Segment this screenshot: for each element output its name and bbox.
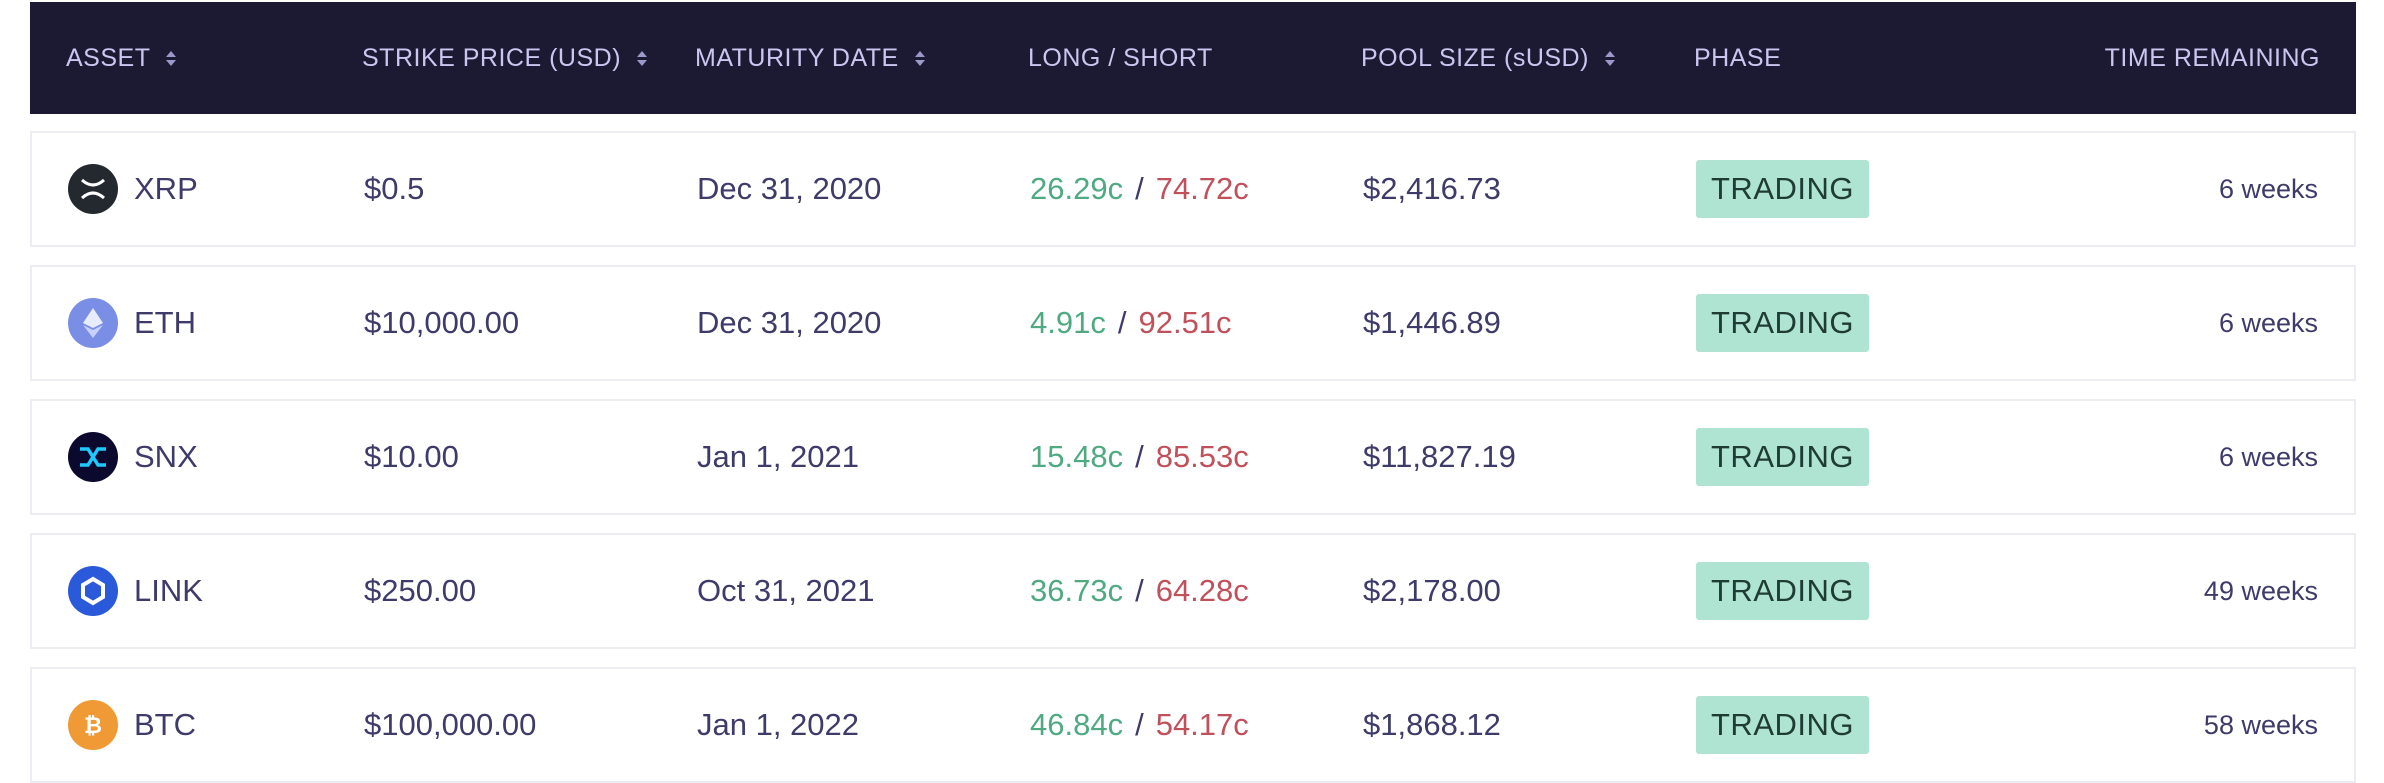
link-icon: [68, 566, 118, 616]
phase-cell: TRADING: [1696, 535, 1869, 647]
asset-name: XRP: [134, 171, 198, 206]
phase-cell: TRADING: [1696, 133, 1869, 245]
long-price: 46.84c: [1030, 707, 1124, 742]
header-phase-label: PHASE: [1694, 43, 1782, 72]
time-remaining: 6 weeks: [2218, 441, 2318, 472]
long-price: 26.29c: [1030, 171, 1124, 206]
strike-price: $100,000.00: [364, 707, 537, 742]
snx-icon: [68, 432, 118, 482]
pool-size: $11,827.19: [1363, 439, 1516, 474]
table-header: ASSET STRIKE PRICE (USD) MATURITY DATE L…: [30, 2, 2356, 114]
header-asset-label: ASSET: [66, 43, 151, 72]
phase-badge: TRADING: [1696, 160, 1869, 218]
header-pool-label: POOL SIZE (sUSD): [1361, 43, 1589, 72]
separator: /: [1135, 439, 1144, 474]
strike-price: $250.00: [364, 573, 477, 608]
header-strike[interactable]: STRIKE PRICE (USD): [362, 43, 648, 73]
header-longshort: LONG / SHORT: [1028, 44, 1213, 73]
table-row[interactable]: XRP $0.5 Dec 31, 2020 26.29c / 74.72c $2,4…: [30, 131, 2356, 247]
long-short: 46.84c / 54.17c: [1030, 669, 1249, 781]
header-asset[interactable]: ASSET: [66, 43, 177, 73]
table-row[interactable]: ₿ BTC $100,000.00 Jan 1, 2022 46.84c / 54.…: [30, 667, 2356, 783]
separator: /: [1135, 573, 1144, 608]
asset-name: LINK: [134, 573, 203, 608]
asset-cell: LINK: [68, 535, 203, 647]
long-short: 15.48c / 85.53c: [1030, 401, 1249, 513]
long-short: 26.29c / 74.72c: [1030, 133, 1249, 245]
phase-badge: TRADING: [1696, 294, 1869, 352]
strike-price: $10.00: [364, 439, 459, 474]
short-price: 54.17c: [1155, 707, 1249, 742]
btc-icon: ₿: [68, 700, 118, 750]
maturity-date: Dec 31, 2020: [697, 171, 882, 206]
asset-name: BTC: [134, 707, 196, 742]
xrp-icon: [68, 164, 118, 214]
sort-icon[interactable]: [914, 50, 925, 66]
sort-icon[interactable]: [1604, 50, 1615, 66]
asset-cell: SNX: [68, 401, 198, 513]
sort-icon[interactable]: [637, 50, 648, 66]
maturity-date: Jan 1, 2022: [697, 707, 860, 742]
header-time-label: TIME REMAINING: [2104, 43, 2320, 72]
asset-cell: ₿ BTC: [68, 669, 196, 781]
time-remaining: 58 weeks: [2203, 709, 2318, 740]
phase-cell: TRADING: [1696, 669, 1869, 781]
pool-size: $2,416.73: [1363, 171, 1501, 206]
strike-price: $0.5: [364, 171, 425, 206]
pool-size: $2,178.00: [1363, 573, 1501, 608]
time-remaining: 49 weeks: [2203, 575, 2318, 606]
sort-icon[interactable]: [166, 50, 177, 66]
header-pool[interactable]: POOL SIZE (sUSD): [1361, 44, 1615, 73]
maturity-date: Jan 1, 2021: [697, 439, 860, 474]
header-longshort-label: LONG / SHORT: [1028, 43, 1213, 72]
header-time: TIME REMAINING: [2105, 44, 2320, 73]
header-maturity-label: MATURITY DATE: [695, 43, 899, 72]
time-remaining: 6 weeks: [2218, 173, 2318, 204]
short-price: 64.28c: [1155, 573, 1249, 608]
time-remaining: 6 weeks: [2218, 307, 2318, 338]
phase-badge: TRADING: [1696, 428, 1869, 486]
maturity-date: Oct 31, 2021: [697, 573, 875, 608]
table-row[interactable]: LINK $250.00 Oct 31, 2021 36.73c/64.28c …: [30, 533, 2356, 649]
long-price: 4.91c: [1030, 305, 1106, 340]
separator: /: [1117, 305, 1127, 340]
header-strike-label: STRIKE PRICE (USD): [362, 43, 622, 72]
long-price: 36.73c: [1030, 573, 1124, 608]
phase-badge: TRADING: [1696, 696, 1869, 754]
asset-cell: XRP: [68, 133, 198, 245]
asset-name: SNX: [134, 439, 198, 474]
header-phase: PHASE: [1694, 44, 1781, 73]
long-short: 4.91c / 92.51c: [1030, 267, 1232, 379]
pool-size: $1,446.89: [1363, 305, 1501, 340]
phase-cell: TRADING: [1696, 267, 1869, 379]
phase-cell: TRADING: [1696, 401, 1869, 513]
separator: /: [1135, 707, 1144, 742]
eth-icon: [68, 298, 118, 348]
maturity-date: Dec 31, 2020: [697, 305, 882, 340]
header-maturity[interactable]: MATURITY DATE: [695, 44, 925, 73]
asset-cell: ETH: [68, 267, 196, 379]
separator: /: [1135, 171, 1144, 206]
long-short: 36.73c / 64.28c: [1030, 535, 1249, 647]
svg-text:₿: ₿: [84, 714, 102, 739]
long-price: 15.48c: [1030, 439, 1124, 474]
short-price: 74.72c: [1155, 171, 1249, 206]
asset-name: ETH: [134, 305, 196, 340]
pool-size: $1,868.12: [1363, 707, 1501, 742]
short-price: 92.51c: [1138, 305, 1232, 340]
strike-price: $10,000.00: [364, 305, 520, 340]
markets-table: ASSET STRIKE PRICE (USD) MATURITY DATE L…: [30, 2, 2356, 783]
table-row[interactable]: SNX $10.00 Jan 1, 2021 15.48c / 85.53c $11…: [30, 399, 2356, 515]
table-row[interactable]: ETH $10,000.00 Dec 31, 2020 4.91c / 92.51c…: [30, 265, 2356, 381]
short-price: 85.53c: [1155, 439, 1249, 474]
phase-badge: TRADING: [1696, 562, 1869, 620]
